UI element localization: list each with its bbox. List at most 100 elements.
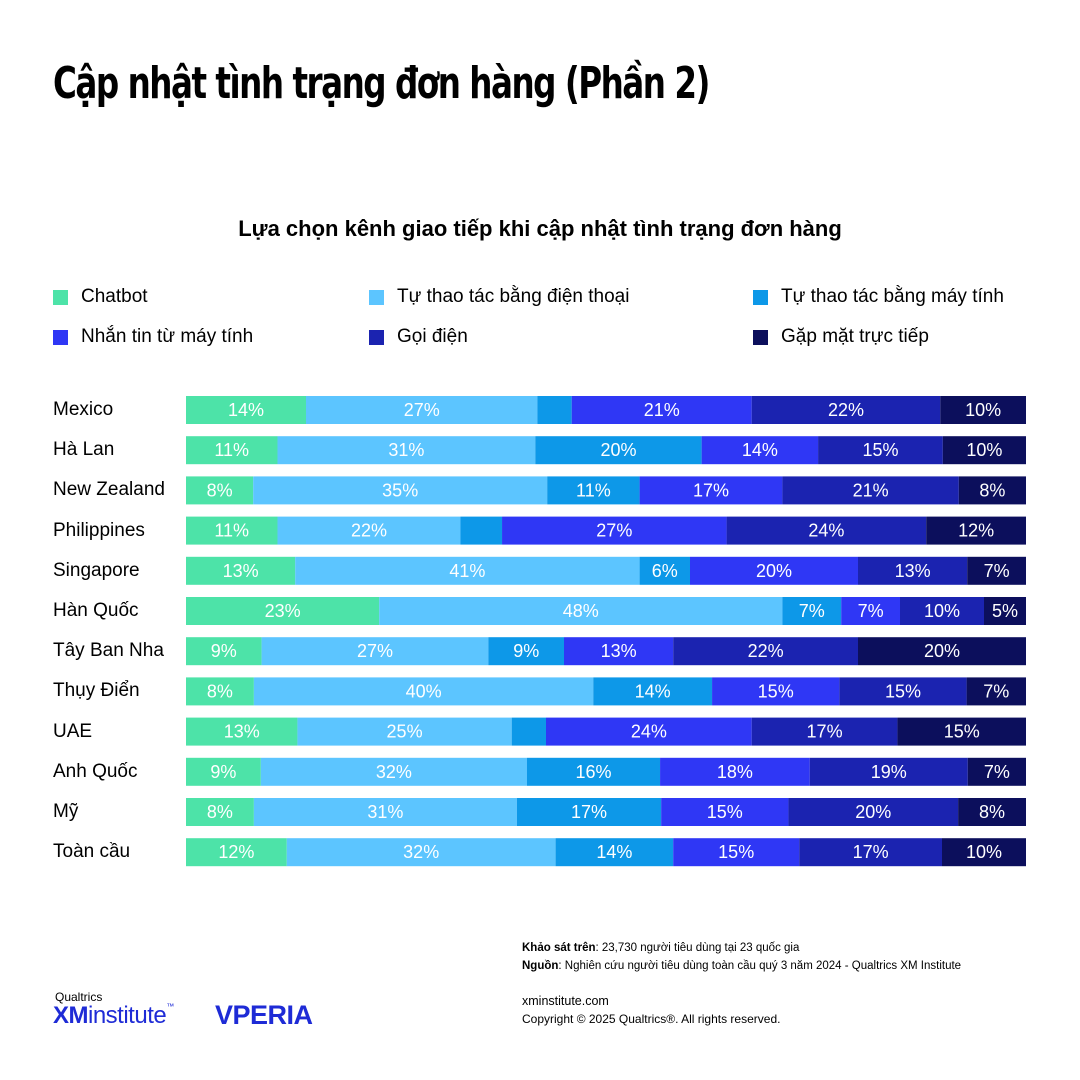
data-label: 17% [571,802,607,822]
data-label: 10% [966,842,1002,862]
bar-segment [897,717,1026,746]
bar-segment [639,556,690,585]
data-label: 24% [631,722,667,742]
bar-segment [940,396,1026,424]
bar-segment [799,838,942,867]
legend-swatch [53,289,68,305]
legend-swatch [369,329,384,345]
source-note: Nguồn: Nghiên cứu người tiêu dùng toàn c… [522,960,961,972]
data-label: 21% [644,400,680,420]
bar-segment [555,838,674,867]
bar-segment [564,637,674,666]
data-label: 14% [228,400,264,420]
legend-label: Tự thao tác bằng máy tính [781,286,1004,307]
legend-label: Gọi điện [397,326,468,347]
bar-segment [186,556,296,585]
website-link[interactable]: xminstitute.com [522,994,609,1008]
bar-segment [186,838,287,867]
data-label: 7% [799,601,825,621]
survey-text: : 23,730 người tiêu dùng tại 23 quốc gia [595,942,800,954]
data-label: 27% [596,521,632,541]
legend-item-chatbot: Chatbot [53,286,148,308]
trademark-mark: ™ [166,1002,174,1011]
bar-segment [782,597,842,625]
data-label: 17% [853,842,889,862]
bar-segment [297,717,512,746]
bar-segment [253,677,594,706]
bar-segment [751,396,941,424]
bar-segment [295,556,640,585]
bar-segment [788,798,959,826]
data-label: 22% [828,400,864,420]
page-title: Cập nhật tình trạng đơn hàng (Phần 2) [53,58,710,109]
bar-segment [967,757,1026,786]
source-label: Nguồn [522,960,559,972]
bar-segment [712,677,840,706]
bar-segment [673,838,800,867]
bar-segment [186,757,261,786]
bar-segment [186,396,306,424]
bar-segment [966,677,1026,706]
bar-segment [782,476,959,505]
legend-swatch [753,289,768,305]
bar-segment [858,637,1026,666]
chart-legend: Chatbot Tự thao tác bằng điện thoại Tự t… [53,286,1053,366]
bar-segment [537,396,572,424]
bar-segment [926,516,1026,545]
bar-segment [516,798,662,826]
data-label: 8% [207,480,233,500]
bar-segment [460,516,503,545]
legend-label: Tự thao tác bằng điện thoại [397,286,630,307]
data-label: 9% [211,641,237,661]
data-label: 41% [449,561,485,581]
data-label: 22% [748,641,784,661]
category-label: New Zealand [53,479,165,501]
bar-segment [253,798,517,826]
data-label: 15% [862,440,898,460]
data-label: 7% [858,601,884,621]
data-label: 11% [214,440,249,460]
bar-segment [751,717,898,746]
data-label: 31% [388,440,424,460]
legend-label: Gặp mặt trực tiếp [781,326,929,347]
bar-segment [841,597,900,625]
legend-swatch [753,329,768,345]
bar-segment [186,436,278,465]
data-label: 11% [214,521,249,541]
data-label: 17% [807,722,843,742]
data-label: 48% [563,601,599,621]
data-label: 13% [224,722,260,742]
qualtrics-logo: Qualtrics [55,990,103,1004]
bar-segment [546,717,752,746]
bar-segment [488,637,564,666]
data-label: 20% [756,561,792,581]
bar-segment [186,717,298,746]
legend-swatch [53,329,68,345]
bar-segment [660,757,810,786]
bar-segment [958,476,1026,505]
data-label: 19% [871,762,907,782]
bar-segment [639,476,783,505]
bar-segment [511,717,546,746]
bar-segment [186,637,262,666]
bar-segment [571,396,752,424]
category-label: Philippines [53,519,145,541]
bar-segment [261,637,489,666]
data-label: 7% [983,681,1009,701]
bar-segment [661,798,789,826]
data-label: 23% [265,601,301,621]
data-label: 15% [758,681,794,701]
bar-segment [673,637,858,666]
bar-segment [186,597,380,625]
data-label: 24% [808,521,844,541]
bar-segment [958,798,1026,826]
bar-segment [306,396,538,424]
survey-note: Khảo sát trên: 23,730 người tiêu dùng tạ… [522,942,799,954]
category-label: Singapore [53,559,140,581]
survey-label: Khảo sát trên [522,942,596,954]
bar-segment [186,798,254,826]
legend-item-computer-messaging: Nhắn tin từ máy tính [53,326,253,348]
data-label: 20% [855,802,891,822]
data-label: 21% [853,480,889,500]
legend-item-in-person: Gặp mặt trực tiếp [753,326,929,348]
